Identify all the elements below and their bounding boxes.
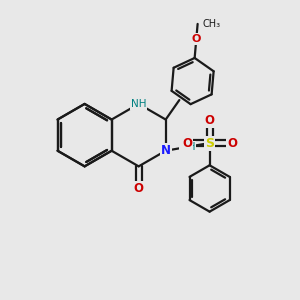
Text: NH: NH <box>131 99 146 109</box>
Text: O: O <box>192 34 201 44</box>
Text: NH: NH <box>180 142 195 152</box>
Text: O: O <box>182 136 192 149</box>
Text: O: O <box>227 136 237 149</box>
Text: O: O <box>134 182 144 195</box>
Text: O: O <box>205 114 214 127</box>
Text: N: N <box>161 144 171 157</box>
Text: S: S <box>205 136 214 149</box>
Text: CH₃: CH₃ <box>203 19 221 29</box>
